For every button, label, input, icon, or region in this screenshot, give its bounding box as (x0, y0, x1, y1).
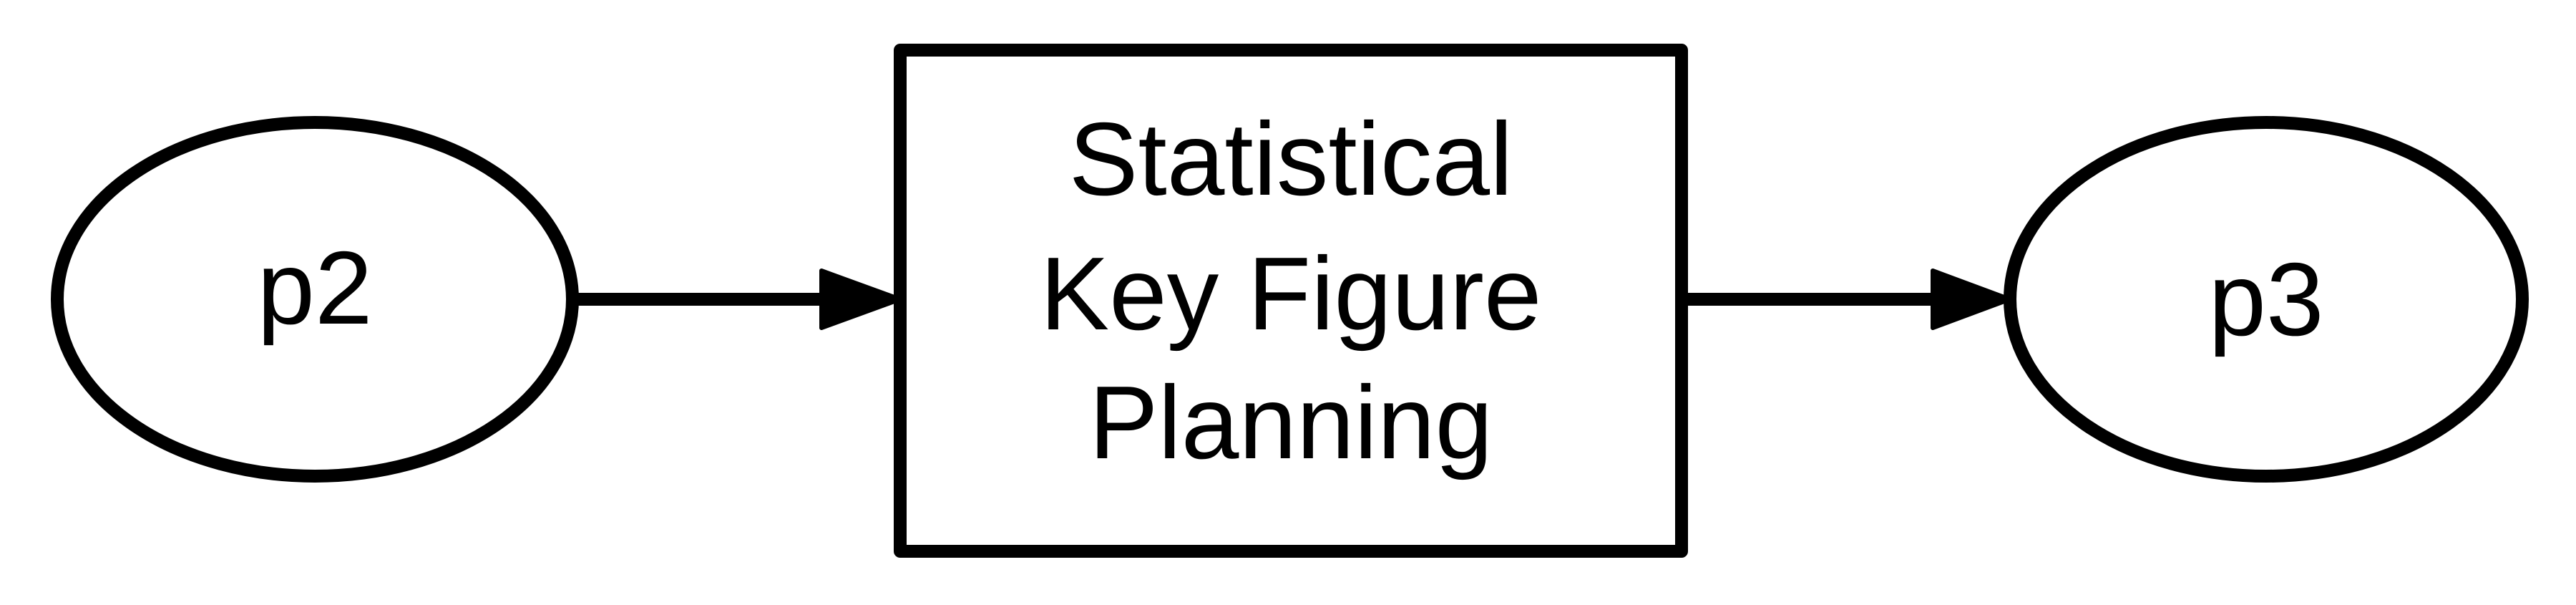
node-label-p3: p3 (2208, 241, 2323, 357)
node-ellipse (51, 116, 579, 483)
arrowhead-icon (1931, 268, 2012, 330)
node-p3: p3 (2004, 116, 2529, 483)
node-label-line-2: Key Figure (1040, 236, 1541, 352)
node-process: Statistical Key Figure Planning (894, 44, 1688, 558)
node-label-line-3: Planning (1089, 364, 1493, 480)
edge-process-to-p3 (1682, 268, 2012, 330)
node-label-line-1: Statistical (1069, 101, 1513, 217)
arrowhead-icon (819, 268, 902, 330)
node-label-p2: p2 (257, 230, 372, 346)
node-p2: p2 (51, 116, 579, 483)
node-ellipse (2004, 116, 2529, 483)
node-rectangle (894, 44, 1688, 558)
edge-p2-to-process (573, 268, 902, 330)
